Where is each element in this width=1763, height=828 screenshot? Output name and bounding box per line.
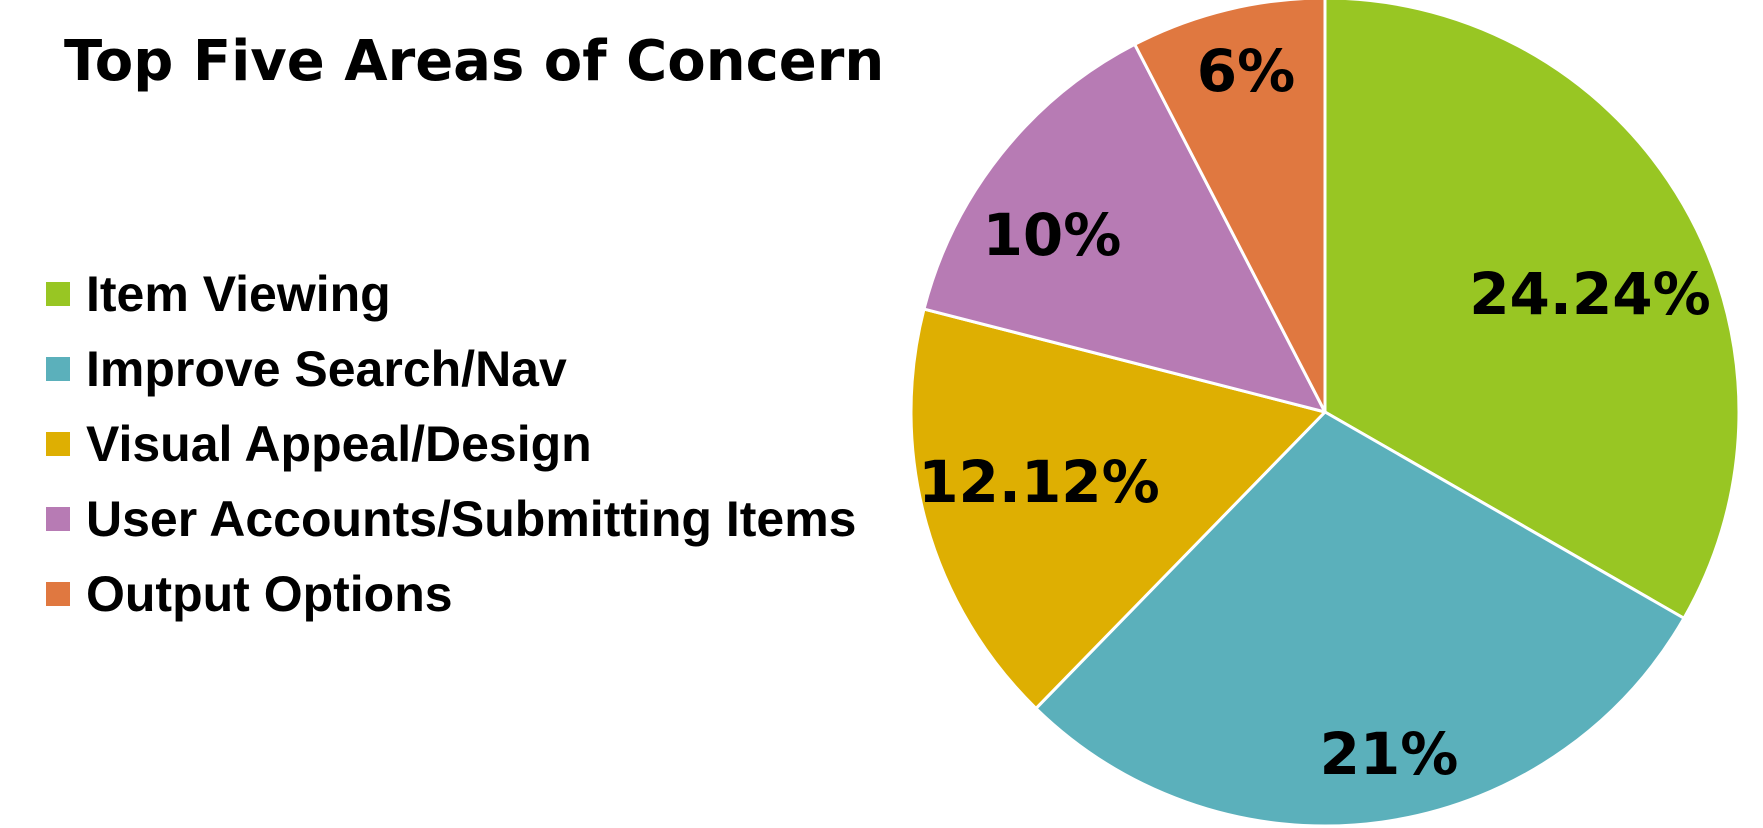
pie-slice-item-viewing xyxy=(1323,0,1741,620)
slice-label-user-accounts: 10% xyxy=(983,201,1122,269)
pie-slice-visual-appeal-design xyxy=(909,307,1327,710)
slice-label-item-viewing: 24.24% xyxy=(1469,260,1711,328)
legend-item-output-options: Output Options xyxy=(46,556,856,631)
legend-swatch xyxy=(46,506,70,531)
legend-swatch xyxy=(46,281,70,306)
slice-label-output-options: 6% xyxy=(1197,37,1295,105)
legend-item-visual-appeal-design: Visual Appeal/Design xyxy=(46,406,856,481)
legend-label: Output Options xyxy=(86,565,453,622)
chart-title: Top Five Areas of Concern xyxy=(64,29,885,94)
legend-swatch xyxy=(46,431,70,456)
pie-slices xyxy=(909,0,1741,828)
legend-item-improve-search-nav: Improve Search/Nav xyxy=(46,331,856,406)
pie-slice-improve-search-nav xyxy=(1034,410,1686,828)
legend-swatch xyxy=(46,581,70,606)
legend-label: Visual Appeal/Design xyxy=(86,415,592,472)
legend-label: User Accounts/Submitting Items xyxy=(86,490,857,547)
chart-legend: Item Viewing Improve Search/Nav Visual A… xyxy=(46,256,856,631)
pie-slice-user-accounts-submitting-items xyxy=(922,42,1327,414)
legend-item-user-accounts: User Accounts/Submitting Items xyxy=(46,481,856,556)
legend-label: Item Viewing xyxy=(86,265,391,322)
pie-slice-output-options xyxy=(1133,0,1327,414)
slice-label-improve-search-nav: 21% xyxy=(1320,720,1459,788)
legend-swatch xyxy=(46,356,70,381)
legend-label: Improve Search/Nav xyxy=(86,340,567,397)
legend-item-item-viewing: Item Viewing xyxy=(46,256,856,331)
slice-label-visual-appeal-design: 12.12% xyxy=(918,448,1160,516)
pie-labels: 24.24% 21% 12.12% 10% 6% xyxy=(918,37,1711,788)
